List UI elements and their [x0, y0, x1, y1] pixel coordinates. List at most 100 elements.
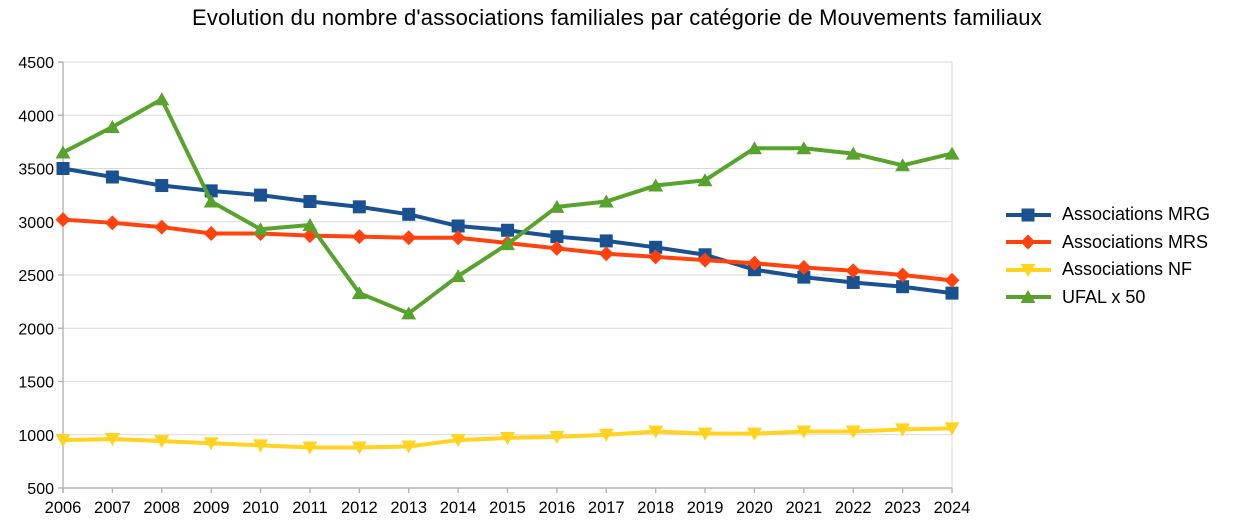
series-marker-associations-mrg — [649, 240, 663, 254]
series-marker-associations-mrg — [155, 179, 169, 193]
series-marker-associations-nf — [598, 428, 614, 442]
legend-label: UFAL x 50 — [1062, 286, 1146, 307]
series-marker-associations-mrs — [450, 230, 466, 246]
y-tick-label: 3500 — [18, 162, 54, 179]
series-marker-associations-nf — [845, 425, 861, 439]
series-marker-associations-mrs — [549, 240, 565, 256]
series-marker-associations-nf — [697, 427, 713, 441]
legend: Associations MRG Associations MRS Associ… — [1005, 201, 1210, 311]
series-marker-ufal-x-50 — [598, 194, 614, 208]
legend-marker — [1020, 234, 1036, 250]
legend-label: Associations MRG — [1062, 204, 1211, 225]
series-marker-associations-mrg — [550, 230, 564, 244]
x-tick-label: 2007 — [94, 499, 131, 517]
x-tick-label: 2009 — [193, 499, 230, 517]
y-tick-label: 1000 — [18, 428, 54, 445]
x-tick-label: 2019 — [687, 499, 724, 517]
y-tick-label: 3000 — [18, 215, 54, 232]
x-tick-label: 2017 — [588, 499, 625, 517]
x-tick-label: 2008 — [143, 499, 180, 517]
series-marker-ufal-x-50 — [302, 217, 318, 231]
triangle-down-marker-icon — [1006, 263, 1051, 277]
series-marker-associations-nf — [253, 439, 269, 453]
series-marker-associations-mrs — [697, 252, 713, 268]
x-tick-label: 2020 — [736, 499, 773, 517]
x-tick-label: 2013 — [390, 499, 427, 517]
chart-title: Evolution du nombre d'associations famil… — [192, 5, 1042, 30]
series-marker-associations-mrs — [895, 267, 911, 283]
series-marker-associations-mrs — [203, 225, 219, 241]
series-marker-associations-nf — [648, 425, 664, 439]
series-marker-associations-mrs — [944, 272, 960, 288]
series-marker-associations-nf — [450, 434, 466, 448]
y-tick-label: 2500 — [18, 268, 54, 285]
series-marker-associations-nf — [500, 431, 515, 445]
x-tick-label: 2018 — [637, 499, 674, 517]
series-marker-associations-mrg — [352, 200, 366, 214]
series-marker-ufal-x-50 — [648, 178, 664, 192]
legend-item-associations-mrs: Associations MRS — [1005, 229, 1210, 257]
series-marker-ufal-x-50 — [549, 199, 565, 213]
legend-label: Associations MRS — [1062, 231, 1209, 252]
legend-marker — [1021, 208, 1035, 222]
series-marker-ufal-x-50 — [351, 286, 367, 300]
series-marker-associations-nf — [351, 441, 367, 455]
series-marker-associations-nf — [203, 437, 219, 451]
series-marker-associations-mrg — [846, 275, 860, 289]
series-marker-associations-mrg — [303, 195, 317, 209]
series-marker-associations-nf — [302, 441, 318, 455]
series-marker-associations-mrs — [796, 260, 812, 276]
series-marker-associations-mrg — [254, 188, 268, 202]
legend-label: Associations NF — [1062, 259, 1193, 280]
y-tick-label: 1500 — [18, 375, 54, 392]
series-marker-associations-mrs — [598, 246, 614, 262]
x-tick-label: 2006 — [45, 499, 82, 517]
series-marker-ufal-x-50 — [401, 306, 417, 320]
series-line-ufal-x-50 — [61, 97, 954, 316]
x-tick-label: 2012 — [341, 499, 378, 517]
series-marker-associations-mrg — [797, 270, 811, 284]
series-marker-associations-mrg — [501, 223, 514, 237]
x-tick-label: 2021 — [785, 499, 822, 517]
series-marker-associations-mrs — [351, 229, 367, 245]
series-marker-associations-mrg — [402, 207, 416, 221]
series-marker-associations-nf — [154, 435, 170, 449]
x-tick-label: 2015 — [489, 499, 526, 517]
series-marker-associations-mrg — [945, 286, 959, 300]
series-marker-associations-mrs — [401, 230, 417, 246]
series-marker-associations-mrg — [105, 170, 119, 184]
series-marker-associations-nf — [944, 422, 960, 436]
x-tick-label: 2024 — [934, 499, 971, 517]
series-marker-ufal-x-50 — [450, 269, 466, 283]
series-marker-associations-mrs — [746, 255, 762, 271]
series-marker-ufal-x-50 — [55, 145, 71, 159]
x-tick-label: 2014 — [440, 499, 477, 517]
series-marker-associations-nf — [796, 425, 812, 439]
series-marker-associations-nf — [55, 434, 71, 448]
series-marker-ufal-x-50 — [845, 146, 861, 160]
series-marker-ufal-x-50 — [104, 119, 120, 133]
series-marker-associations-nf — [104, 433, 120, 447]
legend-item-associations-nf: Associations NF — [1005, 256, 1210, 284]
triangle-up-marker-icon — [1006, 290, 1051, 304]
series-marker-associations-mrs — [845, 263, 861, 279]
series-marker-associations-nf — [895, 423, 911, 437]
series-marker-associations-mrs — [648, 249, 664, 265]
x-tick-label: 2022 — [835, 499, 872, 517]
series-marker-ufal-x-50 — [154, 92, 170, 106]
x-tick-label: 2010 — [242, 499, 279, 517]
y-tick-label: 500 — [27, 481, 54, 498]
series-marker-associations-mrg — [56, 162, 70, 175]
series-marker-associations-mrs — [154, 219, 170, 235]
series-marker-associations-mrg — [599, 234, 613, 248]
x-tick-label: 2016 — [539, 499, 576, 517]
legend-marker — [1020, 263, 1036, 277]
series-marker-associations-nf — [746, 427, 762, 441]
series-marker-associations-mrs — [104, 215, 120, 231]
square-marker-icon — [1006, 208, 1051, 222]
legend-item-associations-mrg: Associations MRG — [1005, 201, 1210, 229]
x-tick-label: 2011 — [292, 499, 327, 517]
series-marker-ufal-x-50 — [500, 237, 515, 251]
y-tick-label: 4000 — [18, 108, 54, 125]
